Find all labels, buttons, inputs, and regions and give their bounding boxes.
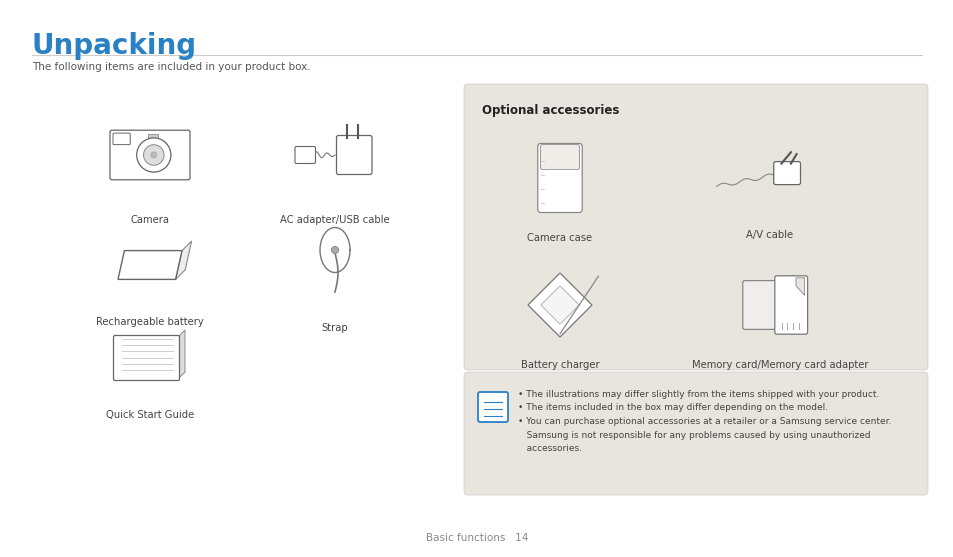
Polygon shape xyxy=(175,241,192,280)
Text: • The items included in the box may differ depending on the model.: • The items included in the box may diff… xyxy=(517,403,827,413)
Text: Memory card/Memory card adapter: Memory card/Memory card adapter xyxy=(691,360,867,370)
Text: Strap: Strap xyxy=(321,323,348,333)
Polygon shape xyxy=(178,330,185,379)
FancyBboxPatch shape xyxy=(336,135,372,174)
Text: Camera: Camera xyxy=(131,215,170,225)
Circle shape xyxy=(143,145,164,165)
Polygon shape xyxy=(118,251,182,280)
Circle shape xyxy=(331,246,338,253)
FancyBboxPatch shape xyxy=(463,84,927,370)
FancyBboxPatch shape xyxy=(742,281,781,329)
Text: AC adapter/USB cable: AC adapter/USB cable xyxy=(280,215,390,225)
FancyBboxPatch shape xyxy=(294,146,315,164)
Text: The following items are included in your product box.: The following items are included in your… xyxy=(32,62,311,72)
FancyBboxPatch shape xyxy=(112,133,130,145)
FancyBboxPatch shape xyxy=(540,144,578,169)
Text: Battery charger: Battery charger xyxy=(520,360,598,370)
Text: Camera case: Camera case xyxy=(527,233,592,243)
Circle shape xyxy=(151,152,156,158)
FancyBboxPatch shape xyxy=(774,276,807,334)
Text: • You can purchase optional accessories at a retailer or a Samsung service cente: • You can purchase optional accessories … xyxy=(517,417,890,426)
Text: Samsung is not responsible for any problems caused by using unauthorized: Samsung is not responsible for any probl… xyxy=(517,431,870,439)
Text: Rechargeable battery: Rechargeable battery xyxy=(96,317,204,327)
FancyBboxPatch shape xyxy=(113,335,179,380)
Polygon shape xyxy=(527,273,592,337)
Text: Unpacking: Unpacking xyxy=(32,32,197,60)
Polygon shape xyxy=(540,286,578,324)
Text: Quick Start Guide: Quick Start Guide xyxy=(106,410,193,420)
FancyBboxPatch shape xyxy=(537,144,581,213)
Text: A/V cable: A/V cable xyxy=(745,230,793,240)
Text: • The illustrations may differ slightly from the items shipped with your product: • The illustrations may differ slightly … xyxy=(517,390,879,399)
Text: Optional accessories: Optional accessories xyxy=(481,104,618,117)
Text: accessories.: accessories. xyxy=(517,444,581,453)
Circle shape xyxy=(136,138,171,172)
Text: Basic functions   14: Basic functions 14 xyxy=(425,533,528,543)
FancyBboxPatch shape xyxy=(463,372,927,495)
Polygon shape xyxy=(795,278,803,295)
FancyBboxPatch shape xyxy=(110,130,190,180)
FancyBboxPatch shape xyxy=(148,134,158,142)
FancyBboxPatch shape xyxy=(477,392,507,422)
FancyBboxPatch shape xyxy=(773,162,800,184)
